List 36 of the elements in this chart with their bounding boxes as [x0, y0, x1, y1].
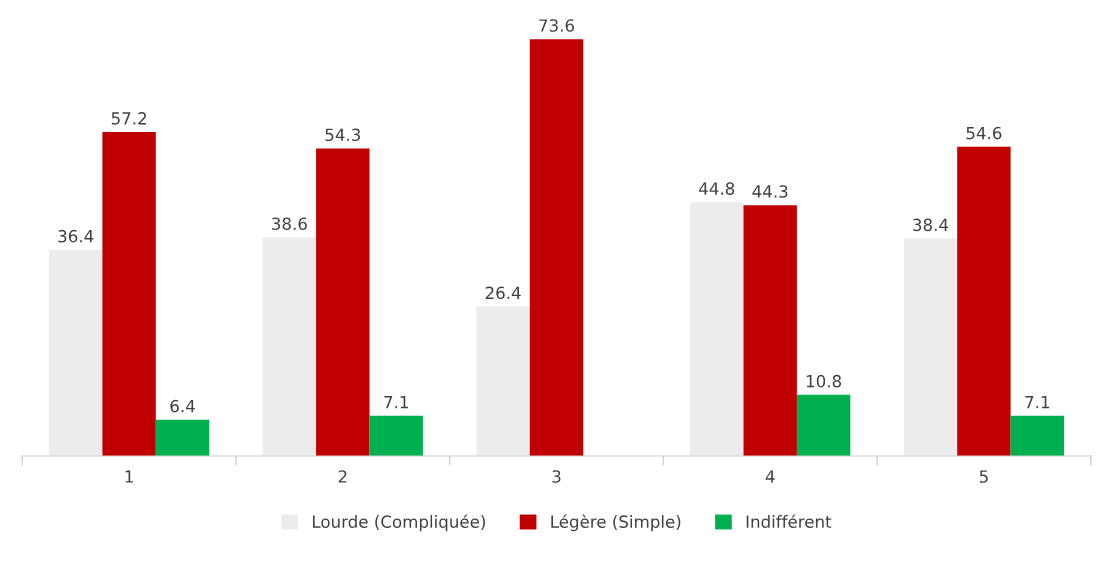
- bar: [1010, 415, 1065, 457]
- data-label: 7.1: [1025, 396, 1050, 409]
- data-label: 26.4: [485, 286, 521, 300]
- bar: [262, 237, 317, 457]
- x-tick-label: 3: [552, 470, 561, 483]
- data-label: 7.1: [384, 396, 408, 409]
- bar: [903, 238, 958, 457]
- bar: [743, 205, 797, 457]
- bar: [476, 306, 530, 457]
- bar: [316, 148, 370, 457]
- data-label: 6.4: [170, 399, 195, 413]
- bar: [796, 394, 851, 457]
- data-label: 57.2: [111, 112, 146, 125]
- data-label: 44.3: [752, 185, 788, 198]
- bar: [155, 419, 210, 457]
- bar: [369, 415, 423, 457]
- x-tick-label: 5: [979, 470, 988, 483]
- data-label: 44.8: [699, 182, 735, 195]
- data-label: 38.6: [272, 217, 307, 231]
- bar: [690, 202, 744, 457]
- data-label: 10.8: [806, 374, 842, 388]
- legend-label: Légère (Simple): [551, 514, 681, 532]
- x-tick-label: 1: [125, 470, 133, 483]
- bar: [102, 132, 156, 457]
- data-label: 36.4: [58, 229, 94, 243]
- legend-label: Indifférent: [746, 514, 832, 528]
- data-label: 38.4: [913, 218, 949, 232]
- data-label: 54.6: [966, 126, 1002, 140]
- x-tick-label: 4: [765, 470, 775, 483]
- x-tick-label: 2: [338, 470, 347, 483]
- legend-label: Lourde (Compliquée): [313, 514, 485, 532]
- bar: [48, 249, 103, 457]
- bar: [957, 146, 1011, 457]
- data-label: 54.3: [325, 128, 361, 142]
- bar: [529, 39, 584, 457]
- data-label: 73.6: [539, 19, 575, 32]
